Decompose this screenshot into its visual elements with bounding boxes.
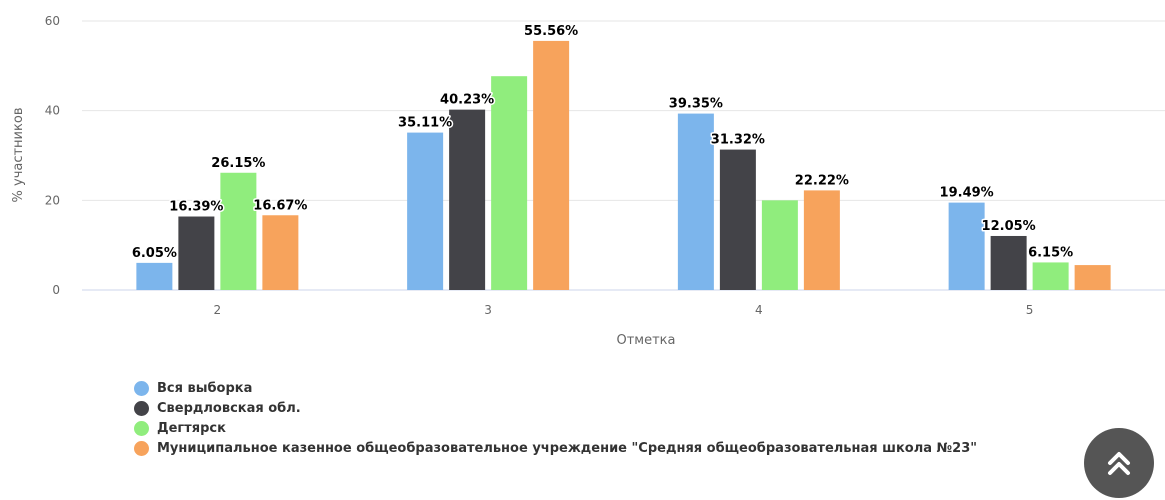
bar[interactable] <box>533 40 570 290</box>
legend-label: Вся выборка <box>157 380 253 396</box>
legend-marker <box>134 420 149 436</box>
bar[interactable] <box>220 172 257 290</box>
y-tick-label: 60 <box>45 14 60 28</box>
data-label: 22.22% <box>795 173 849 188</box>
bar[interactable] <box>990 235 1027 290</box>
data-label: 16.39% <box>169 200 223 215</box>
data-label: 6.05% <box>132 246 177 261</box>
bar[interactable] <box>407 132 444 290</box>
x-axis-title: Отметка <box>616 333 675 348</box>
bars <box>136 40 1111 290</box>
legend-label: Дегтярск <box>157 420 226 436</box>
scroll-to-top-button[interactable] <box>1084 428 1154 498</box>
x-axis-ticks: 2 3 4 5 <box>214 303 1034 317</box>
y-tick-label: 0 <box>52 283 60 297</box>
legend-label: Свердловская обл. <box>157 400 301 416</box>
y-tick-label: 20 <box>45 193 60 207</box>
data-label: 16.67% <box>253 198 307 213</box>
bar[interactable] <box>449 109 486 290</box>
bar[interactable] <box>948 202 985 290</box>
data-label: 55.56% <box>524 24 578 39</box>
legend-marker <box>134 380 149 396</box>
legend-marker <box>134 400 149 416</box>
data-label: 39.35% <box>669 97 723 112</box>
bar[interactable] <box>136 262 173 290</box>
data-label: 35.11% <box>398 116 452 131</box>
data-label: 40.23% <box>440 93 494 108</box>
data-label: 26.15% <box>211 156 265 171</box>
data-label: 12.05% <box>982 219 1036 234</box>
bar[interactable] <box>803 190 840 290</box>
legend-item-sverdlovsk-region[interactable]: Свердловская обл. <box>134 398 977 418</box>
bar[interactable] <box>761 200 798 290</box>
data-labels: 6.05% 16.39% 26.15% 16.67% 35.11% 40.23% 55.56… <box>130 22 1074 262</box>
bar[interactable] <box>1074 265 1111 290</box>
data-label: 31.32% <box>711 133 765 148</box>
x-tick-label: 5 <box>1026 303 1034 317</box>
legend-item-degtyarsk[interactable]: Дегтярск <box>134 418 977 438</box>
legend: Вся выборка Свердловская обл. Дегтярск М… <box>134 378 977 458</box>
y-tick-label: 40 <box>45 104 60 118</box>
bar[interactable] <box>677 113 714 290</box>
double-chevron-up-icon <box>1108 452 1130 475</box>
x-tick-label: 3 <box>484 303 492 317</box>
bar[interactable] <box>178 216 215 290</box>
legend-marker <box>134 440 149 456</box>
legend-item-all-sample[interactable]: Вся выборка <box>134 378 977 398</box>
data-label: 19.49% <box>940 186 994 201</box>
x-tick-label: 4 <box>755 303 763 317</box>
bar[interactable] <box>491 76 528 290</box>
bar[interactable] <box>1032 262 1069 290</box>
y-axis-ticks: 0 20 40 60 <box>45 14 60 297</box>
bar[interactable] <box>719 149 756 290</box>
x-tick-label: 2 <box>214 303 222 317</box>
bar[interactable] <box>262 215 299 290</box>
data-label: 6.15% <box>1028 245 1073 260</box>
legend-label: Муниципальное казенное общеобразовательн… <box>157 440 978 456</box>
legend-item-school-23[interactable]: Муниципальное казенное общеобразовательн… <box>134 438 977 458</box>
y-axis-title: % участников <box>11 108 26 203</box>
